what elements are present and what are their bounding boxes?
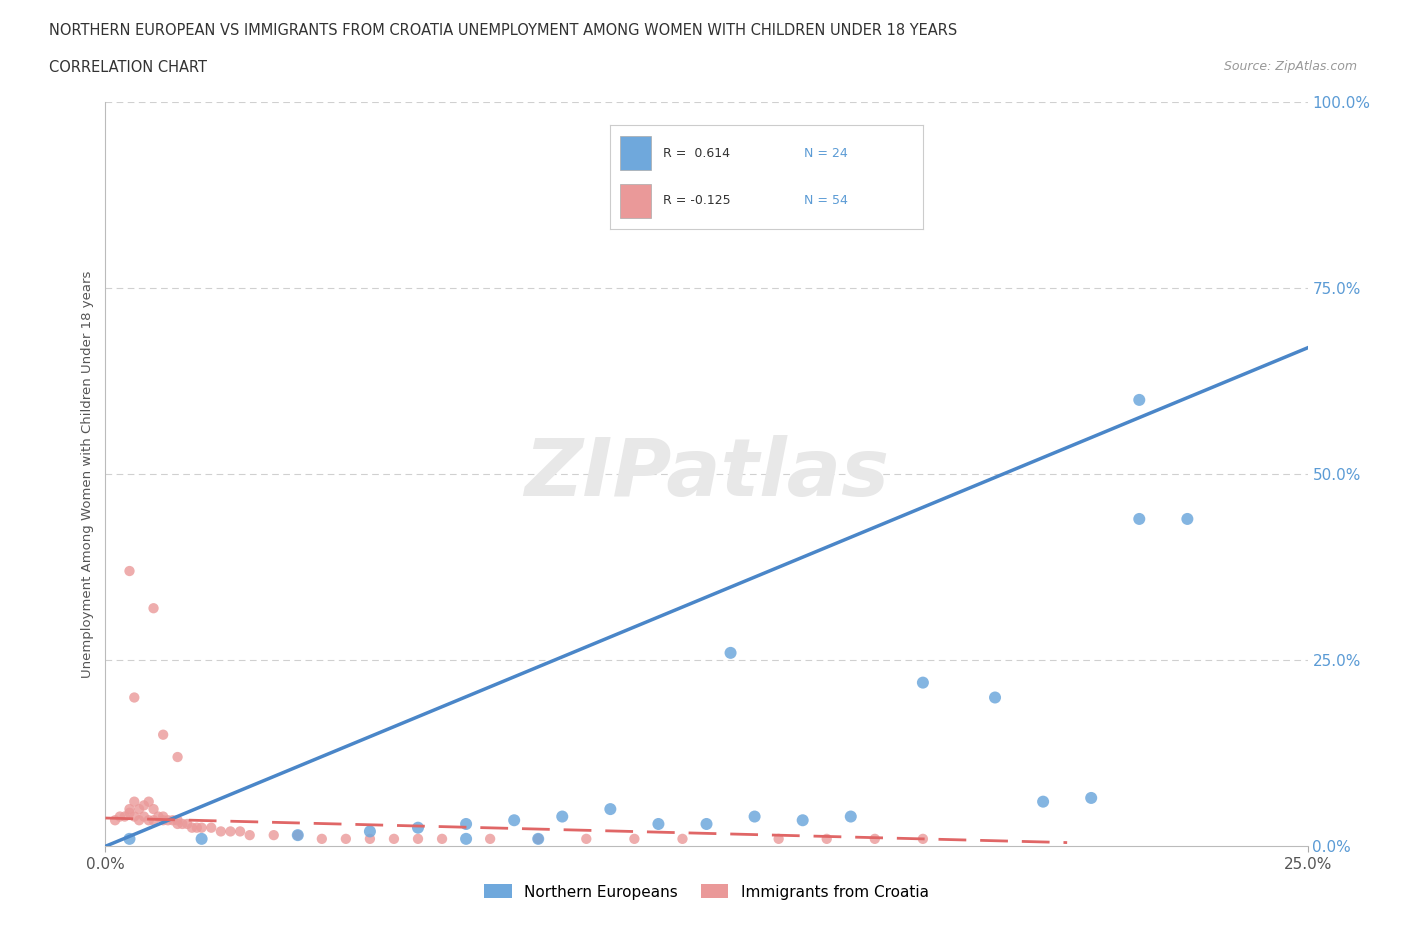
Point bbox=[132, 798, 155, 813]
Point bbox=[720, 645, 742, 660]
Point bbox=[647, 817, 669, 831]
Point bbox=[128, 802, 150, 817]
Point bbox=[209, 824, 232, 839]
Point bbox=[671, 831, 693, 846]
Point bbox=[118, 831, 141, 846]
Point bbox=[551, 809, 574, 824]
Point bbox=[503, 813, 526, 828]
Point bbox=[792, 813, 814, 828]
Point bbox=[406, 831, 429, 846]
Point bbox=[311, 831, 333, 846]
Point bbox=[527, 831, 550, 846]
Y-axis label: Unemployment Among Women with Children Under 18 years: Unemployment Among Women with Children U… bbox=[82, 271, 94, 678]
Point bbox=[138, 813, 160, 828]
Point bbox=[575, 831, 598, 846]
Point bbox=[190, 820, 212, 835]
Point bbox=[108, 809, 131, 824]
Point bbox=[454, 831, 477, 846]
Text: CORRELATION CHART: CORRELATION CHART bbox=[49, 60, 207, 75]
Text: Source: ZipAtlas.com: Source: ZipAtlas.com bbox=[1223, 60, 1357, 73]
Point bbox=[152, 809, 174, 824]
Point bbox=[138, 794, 160, 809]
Point bbox=[479, 831, 502, 846]
Point bbox=[454, 817, 477, 831]
Point bbox=[104, 813, 127, 828]
Point bbox=[287, 828, 309, 843]
Point bbox=[190, 831, 212, 846]
Point bbox=[359, 824, 381, 839]
Point bbox=[118, 802, 141, 817]
Point bbox=[696, 817, 718, 831]
Point bbox=[132, 809, 155, 824]
Point bbox=[162, 813, 184, 828]
Point bbox=[744, 809, 766, 824]
Point bbox=[166, 750, 188, 764]
Point bbox=[181, 820, 204, 835]
Point bbox=[114, 809, 136, 824]
Point bbox=[911, 831, 934, 846]
Point bbox=[118, 564, 141, 578]
Point bbox=[1128, 392, 1150, 407]
Point bbox=[148, 809, 170, 824]
Point bbox=[142, 813, 165, 828]
Point bbox=[142, 802, 165, 817]
Point bbox=[623, 831, 645, 846]
Point bbox=[124, 809, 146, 824]
Point bbox=[430, 831, 453, 846]
Point bbox=[124, 794, 146, 809]
Point bbox=[152, 813, 174, 828]
Point bbox=[768, 831, 790, 846]
Point bbox=[335, 831, 357, 846]
Text: ZIPatlas: ZIPatlas bbox=[524, 435, 889, 513]
Point bbox=[124, 690, 146, 705]
Point bbox=[863, 831, 886, 846]
Text: NORTHERN EUROPEAN VS IMMIGRANTS FROM CROATIA UNEMPLOYMENT AMONG WOMEN WITH CHILD: NORTHERN EUROPEAN VS IMMIGRANTS FROM CRO… bbox=[49, 23, 957, 38]
Point bbox=[156, 813, 179, 828]
Legend: Northern Europeans, Immigrants from Croatia: Northern Europeans, Immigrants from Croa… bbox=[478, 878, 935, 906]
Point bbox=[359, 831, 381, 846]
Point bbox=[382, 831, 405, 846]
Point bbox=[911, 675, 934, 690]
Point bbox=[599, 802, 621, 817]
Point bbox=[1175, 512, 1198, 526]
Point bbox=[200, 820, 222, 835]
Point bbox=[839, 809, 862, 824]
Point bbox=[176, 817, 198, 831]
Point bbox=[1032, 794, 1054, 809]
Point bbox=[166, 813, 188, 828]
Point bbox=[406, 820, 429, 835]
Point bbox=[527, 831, 550, 846]
Point bbox=[166, 817, 188, 831]
Point bbox=[263, 828, 285, 843]
Point bbox=[128, 813, 150, 828]
Point bbox=[1128, 512, 1150, 526]
Point bbox=[287, 828, 309, 843]
Point bbox=[142, 601, 165, 616]
Point bbox=[984, 690, 1007, 705]
Point bbox=[1080, 790, 1102, 805]
Point bbox=[186, 820, 208, 835]
Point bbox=[152, 727, 174, 742]
Point bbox=[118, 805, 141, 820]
Point bbox=[239, 828, 262, 843]
Point bbox=[219, 824, 242, 839]
Point bbox=[815, 831, 838, 846]
Point bbox=[229, 824, 252, 839]
Point bbox=[172, 817, 194, 831]
